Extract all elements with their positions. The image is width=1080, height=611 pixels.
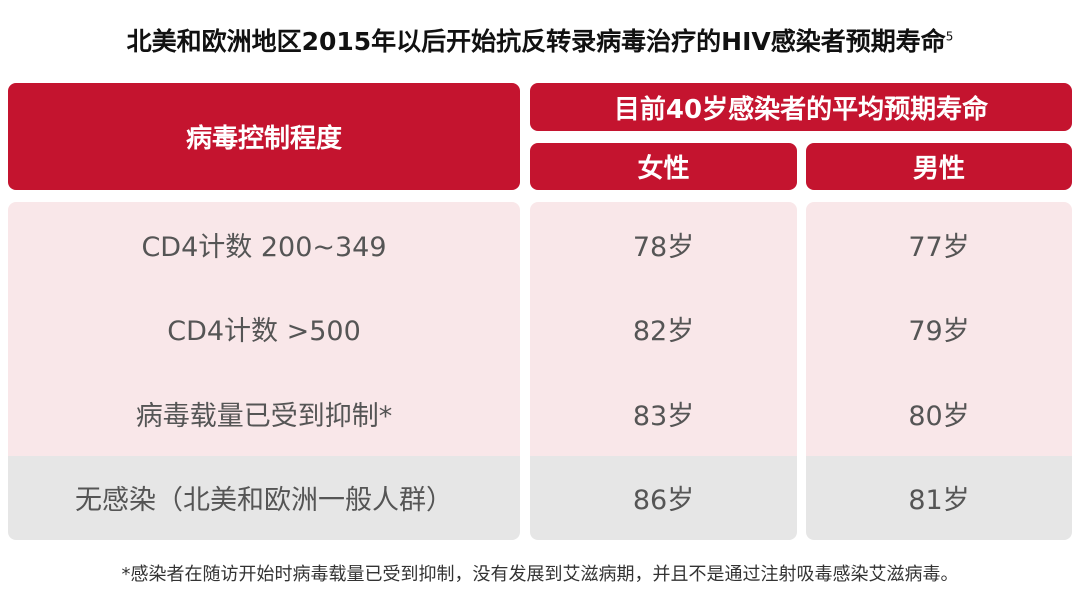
- footnote: *感染者在随访开始时病毒载量已受到抑制，没有发展到艾滋病期，并且不是通过注射吸毒…: [121, 564, 959, 585]
- table-cell: 82岁: [530, 286, 797, 371]
- column-panel: CD4计数 200~349 CD4计数 >500 病毒载量已受到抑制* 无感染（北美和…: [8, 202, 520, 540]
- table-cell: 78岁: [530, 202, 797, 287]
- header-cell: 病毒控制程度: [8, 83, 520, 190]
- title: 北美和欧洲地区2015年以后开始抗反转录病毒治疗的HIV感染者预期寿命5: [0, 22, 1080, 58]
- table-cell: 83岁: [530, 371, 797, 456]
- header-cell: 女性: [530, 143, 797, 190]
- title-text: 北美和欧洲地区2015年以后开始抗反转录病毒治疗的HIV感染者预期寿命: [126, 27, 946, 56]
- header-cell: 目前40岁感染者的平均预期寿命: [530, 83, 1072, 131]
- column-panel: 78岁 82岁 83岁 86岁: [530, 202, 797, 540]
- table-cell: CD4计数 >500: [8, 286, 520, 371]
- reference: 5: [945, 29, 954, 44]
- table-cell: 81岁: [806, 455, 1072, 540]
- table-cell: CD4计数 200~349: [8, 202, 520, 287]
- header-cell: 男性: [806, 143, 1072, 190]
- table-cell: 86岁: [530, 455, 797, 540]
- table-cell: 病毒载量已受到抑制*: [8, 371, 520, 456]
- table-cell: 79岁: [806, 286, 1072, 371]
- table-cell: 80岁: [806, 371, 1072, 456]
- table-cell: 77岁: [806, 202, 1072, 287]
- column-panel: 77岁 79岁 80岁 81岁: [806, 202, 1072, 540]
- table-cell: 无感染（北美和欧洲一般人群）: [8, 455, 520, 540]
